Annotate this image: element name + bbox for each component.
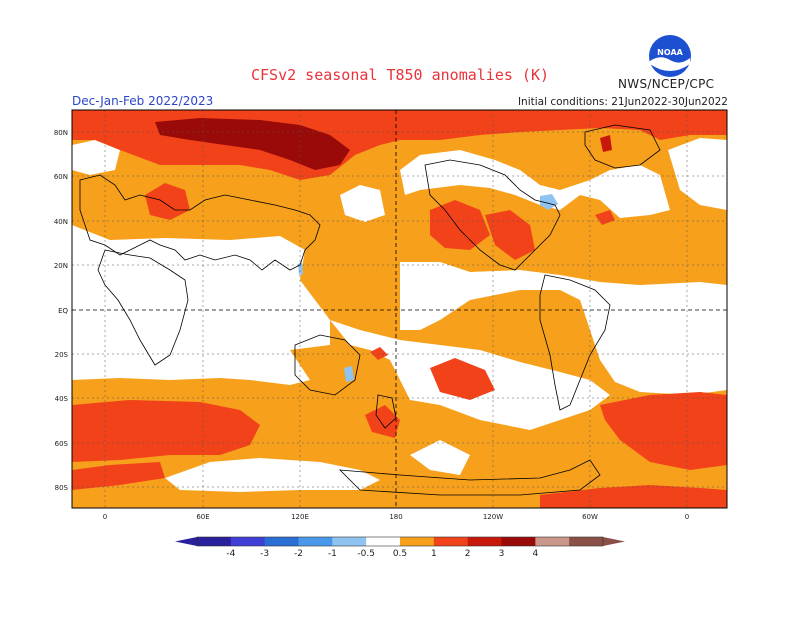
near-normal-north-america <box>400 150 670 218</box>
colorbar-swatch <box>569 537 604 546</box>
lon-label: 0 <box>685 513 689 521</box>
anomaly-band-1-south-pacific <box>430 358 495 400</box>
anomaly-band-1-south-atlantic <box>600 392 727 470</box>
noaa-logo-text: NOAA <box>657 48 683 57</box>
anomaly-band-1-tasman <box>365 405 400 438</box>
anomaly-band-2-greenland <box>600 135 612 152</box>
anomaly-band-2-siberia <box>155 118 350 170</box>
lon-label: 0 <box>103 513 107 521</box>
colorbar-frame <box>196 536 604 547</box>
lat-label: 20N <box>54 262 68 270</box>
colorbar-tick-label: 4 <box>532 549 538 559</box>
anomaly-band-1-southern-ocean-indian <box>72 400 260 462</box>
near-normal-atlantic <box>400 262 727 395</box>
coastline-eurasia <box>79 174 321 271</box>
colorbar-tick-label: 0.5 <box>393 549 407 559</box>
lat-label: 40N <box>54 218 68 226</box>
colorbar-swatch <box>400 537 435 546</box>
negative-anomaly-great-lakes <box>540 194 558 210</box>
coastline-north-america <box>424 159 561 271</box>
colorbar-swatch <box>501 537 536 546</box>
colorbar-tick-label: -0.5 <box>357 549 375 559</box>
near-normal-greenland-east <box>668 138 727 210</box>
noaa-logo: NOAA <box>648 34 692 78</box>
anomaly-band-1-antarctic-rim <box>72 462 165 490</box>
near-normal-tropics-east <box>72 225 330 385</box>
colorbar-tick-label: 1 <box>431 549 437 559</box>
colorbar-swatch <box>332 537 367 546</box>
colorbar-swatch <box>535 537 570 546</box>
near-normal-siberia <box>340 185 385 222</box>
lon-label: 180 <box>389 513 402 521</box>
anomaly-band-1-coral-sea <box>370 347 388 360</box>
anomaly-band-1-atlantic <box>595 210 615 225</box>
colorbar-swatch <box>467 537 502 546</box>
lat-label: 80S <box>55 484 69 492</box>
colorbar-left-arrow <box>175 537 197 546</box>
colorbar-swatch <box>366 537 401 546</box>
colorbar-swatch <box>230 537 266 546</box>
anomaly-band-1-antarctic-south <box>540 485 727 508</box>
coastlines <box>79 124 661 496</box>
colorbar-tick-label: -2 <box>294 549 303 559</box>
lat-label: EQ <box>58 307 68 315</box>
latitude-labels: 80N 60N 40N 20N EQ 20S 40S 60S 80S <box>54 129 69 492</box>
anomaly-band-1-asia <box>145 183 190 220</box>
negative-anomaly-australia <box>344 366 354 382</box>
coastline-south-america <box>539 274 611 411</box>
colorbar-tick-label: -4 <box>226 549 235 559</box>
colorbar-tick-label: -1 <box>328 549 337 559</box>
colorbar: -4 -3 -2 -1 -0.5 0.5 1 2 3 4 <box>175 536 625 559</box>
map-frame <box>71 109 728 509</box>
anomaly-band-1-pacific-north <box>430 200 490 250</box>
colorbar-tick-label: 2 <box>465 549 471 559</box>
anomaly-band-1-usa <box>485 210 535 260</box>
coastline-greenland <box>584 124 661 169</box>
coastline-antarctica <box>338 459 601 496</box>
map-title: CFSv2 seasonal T850 anomalies (K) <box>250 66 549 84</box>
lat-label: 40S <box>55 395 69 403</box>
colorbar-tick-label: -3 <box>260 549 269 559</box>
lon-label: 60E <box>196 513 209 521</box>
longitude-labels: 0 60E 120E 180 120W 60W 0 <box>103 513 689 521</box>
lon-label: 120E <box>291 513 309 521</box>
near-normal-north-atlantic-west <box>72 140 120 175</box>
lat-label: 20S <box>55 351 69 359</box>
colorbar-swatch <box>197 537 232 546</box>
lon-label: 60W <box>582 513 598 521</box>
period-label: Dec-Jan-Feb 2022/2023 <box>72 94 214 108</box>
colorbar-right-arrow <box>603 537 625 546</box>
initial-conditions-label: Initial conditions: 21Jun2022-30Jun2022 <box>517 96 728 108</box>
primary-lines <box>72 110 727 508</box>
coastline-africa <box>97 249 189 366</box>
lat-label: 60S <box>55 440 69 448</box>
near-normal-antarctic <box>165 458 380 492</box>
near-normal-antarctic-2 <box>410 440 470 475</box>
lat-label: 60N <box>54 173 68 181</box>
lon-label: 120W <box>483 513 503 521</box>
anomaly-field <box>72 110 727 508</box>
agency-label: NWS/NCEP/CPC <box>618 77 715 91</box>
colorbar-swatch <box>433 537 469 546</box>
coastline-new-zealand <box>375 394 397 429</box>
lat-label: 80N <box>54 129 68 137</box>
graticule <box>72 110 727 508</box>
colorbar-swatch <box>298 537 333 546</box>
colorbar-tick-label: 3 <box>499 549 505 559</box>
colorbar-swatch <box>264 537 299 546</box>
